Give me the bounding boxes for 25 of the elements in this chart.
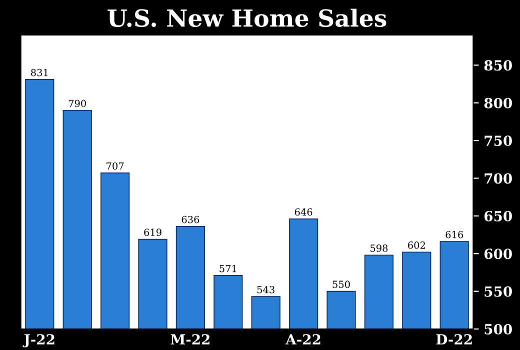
data-label: 571 xyxy=(220,264,236,272)
y-tick-label: 750 xyxy=(484,136,512,146)
y-tick-label: 850 xyxy=(484,60,512,71)
data-label: 619 xyxy=(144,228,162,236)
x-tick-label: A-22 xyxy=(286,334,320,344)
data-label: 790 xyxy=(68,100,86,108)
y-tick-label: 650 xyxy=(484,210,512,222)
data-label: 598 xyxy=(370,244,388,252)
data-label: 543 xyxy=(257,286,274,294)
x-tick-label: D-22 xyxy=(436,334,472,344)
data-label: 616 xyxy=(446,230,464,238)
y-tick-label: 600 xyxy=(484,248,512,260)
y-tick-label: 500 xyxy=(484,324,512,334)
data-label: 602 xyxy=(408,241,425,249)
x-tick-label: J-22 xyxy=(22,334,54,348)
y-tick-label: 800 xyxy=(484,98,512,108)
y-tick-label: 550 xyxy=(484,286,512,297)
y-tick-label: 700 xyxy=(484,173,512,184)
x-tick-label: M-22 xyxy=(170,334,210,344)
data-label: 831 xyxy=(31,68,48,76)
data-label: 550 xyxy=(332,280,350,288)
chart-title: U.S. New Home Sales xyxy=(108,8,386,27)
data-label: 636 xyxy=(182,216,200,224)
data-label: 707 xyxy=(106,162,124,170)
data-label: 646 xyxy=(294,208,312,216)
